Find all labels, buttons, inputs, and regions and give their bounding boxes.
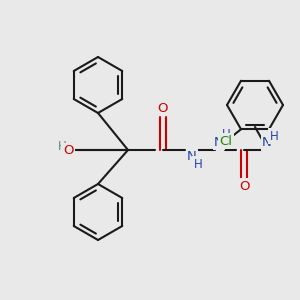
Text: H: H <box>222 128 230 142</box>
Text: H: H <box>194 158 202 170</box>
Text: H: H <box>270 130 278 142</box>
Text: O: O <box>239 179 249 193</box>
Text: O: O <box>158 101 168 115</box>
Text: N: N <box>214 136 224 148</box>
Text: H: H <box>58 140 66 154</box>
Text: Cl: Cl <box>220 135 232 148</box>
Text: O: O <box>63 145 73 158</box>
Text: N: N <box>187 151 197 164</box>
Text: N: N <box>262 136 272 149</box>
